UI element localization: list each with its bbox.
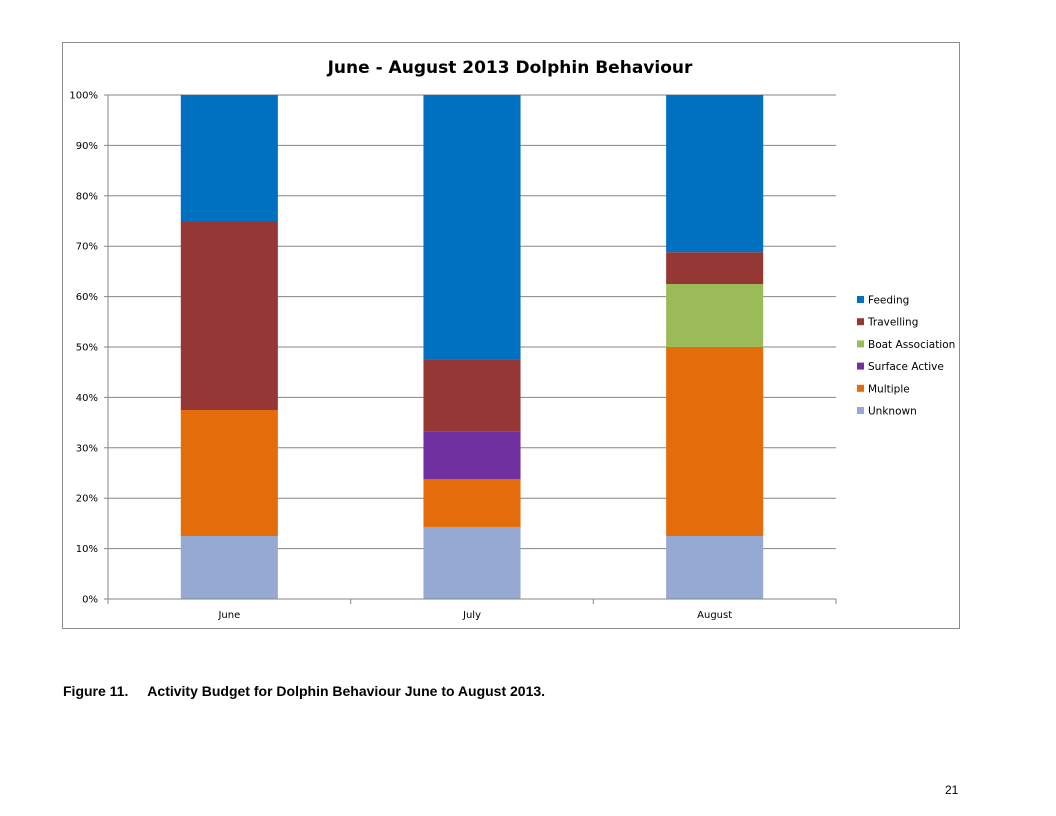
- bar-july-feeding: [423, 95, 521, 360]
- bar-june-unknown: [180, 536, 278, 599]
- legend-swatch: [857, 340, 864, 348]
- x-tick-label: June: [217, 610, 240, 621]
- chart-frame: June - August 2013 Dolphin Behaviour 0% 1…: [62, 42, 960, 629]
- y-tick-label: 50%: [76, 343, 98, 354]
- legend-swatch: [857, 296, 864, 303]
- bar-august-travelling: [666, 252, 764, 284]
- caption-text: Activity Budget for Dolphin Behaviour Ju…: [147, 683, 546, 699]
- axes: 0% 10% 20% 30% 40% 50% 60% 70% 80% 90% 100% June Jul…: [69, 91, 837, 621]
- bar-august-unknown: [666, 536, 764, 599]
- bar-august-multiple: [666, 347, 764, 536]
- legend-swatch: [857, 318, 864, 326]
- y-tick-label: 100%: [69, 91, 98, 102]
- y-tick-label: 60%: [76, 292, 98, 303]
- bar-july-unknown: [423, 526, 521, 599]
- x-tick-label: July: [462, 610, 481, 621]
- legend: Feeding Travelling Boat Association Surface…: [857, 295, 955, 418]
- bars: [180, 95, 764, 599]
- page-number: 21: [945, 783, 959, 797]
- legend-label: Boat Association: [868, 339, 955, 351]
- y-tick-label: 90%: [76, 141, 98, 152]
- legend-label: Surface Active: [868, 361, 944, 373]
- bar-july-travelling: [423, 359, 521, 432]
- bar-july-multiple: [423, 479, 521, 527]
- y-tick-label: 20%: [76, 494, 98, 505]
- bar-august-boat-association: [666, 284, 764, 347]
- legend-label: Feeding: [868, 295, 909, 307]
- caption-number: Figure 11.: [63, 683, 129, 699]
- bar-june-travelling: [180, 221, 278, 410]
- y-tick-label: 70%: [76, 242, 98, 253]
- legend-label: Travelling: [867, 317, 918, 329]
- legend-swatch: [857, 407, 864, 414]
- y-tick-label: 10%: [76, 544, 98, 555]
- y-tick-label: 30%: [76, 443, 98, 454]
- legend-swatch: [857, 384, 864, 392]
- x-tick-label: August: [697, 610, 732, 621]
- bar-june-feeding: [180, 95, 278, 221]
- chart-title: June - August 2013 Dolphin Behaviour: [327, 58, 693, 78]
- y-tick-label: 40%: [76, 393, 98, 404]
- y-tick-label: 80%: [76, 191, 98, 202]
- figure-caption: Figure 11. Activity Budget for Dolphin B…: [63, 683, 545, 699]
- bar-june-multiple: [180, 410, 278, 536]
- legend-swatch: [857, 362, 864, 370]
- legend-label: Unknown: [868, 406, 917, 418]
- bar-july-surface-active: [423, 431, 521, 480]
- legend-label: Multiple: [868, 383, 910, 395]
- y-tick-label: 0%: [82, 595, 98, 606]
- stacked-bar-chart: June - August 2013 Dolphin Behaviour 0% 1…: [69, 58, 955, 621]
- bar-august-feeding: [666, 95, 764, 253]
